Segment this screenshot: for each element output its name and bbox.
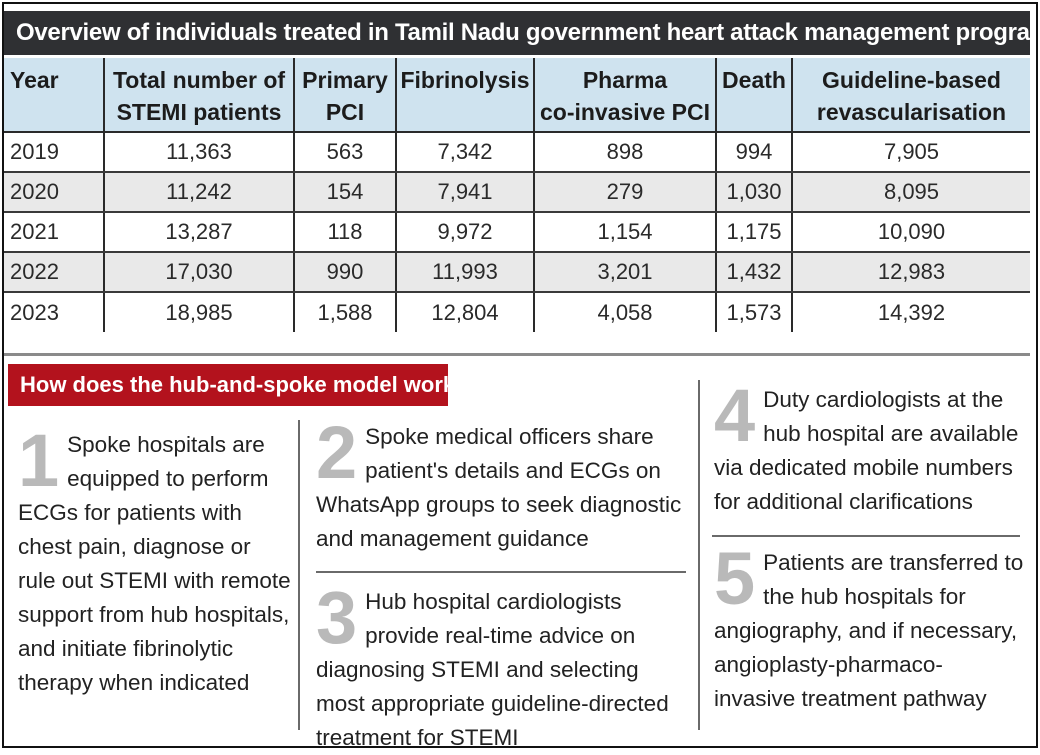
cell-fibrinolysis: 11,993 — [395, 252, 534, 293]
table-row: 2020 11,242 154 7,941 279 1,030 8,095 — [4, 172, 1030, 213]
header-total-stemi: Total number of STEMI patients — [103, 58, 294, 133]
cell-primary-pci: 990 — [293, 252, 396, 293]
cell-revasc: 10,090 — [791, 212, 1030, 253]
cell-pharma-pci: 4,058 — [533, 292, 716, 332]
header-primary-pci: Primary PCI — [293, 58, 396, 133]
cell-revasc: 7,905 — [791, 132, 1030, 173]
step-text: Spoke medical officers share patient's d… — [316, 424, 682, 551]
cell-primary-pci: 118 — [293, 212, 396, 253]
cell-revasc: 8,095 — [791, 172, 1030, 213]
cell-year: 2023 — [10, 299, 59, 325]
cell-total: 18,985 — [103, 292, 294, 332]
header-death: Death — [715, 58, 792, 133]
table-row: 2021 13,287 118 9,972 1,154 1,175 10,090 — [4, 212, 1030, 253]
column-divider — [298, 420, 300, 730]
cell-revasc: 14,392 — [791, 292, 1030, 332]
header-guideline-revasc: Guideline-based revascularisation — [791, 58, 1030, 133]
table-header-row: Year Total number of STEMI patients Prima… — [4, 58, 1030, 133]
step-text: Patients are transferred to the hub hosp… — [714, 550, 1024, 711]
cell-total: 11,242 — [103, 172, 294, 213]
step-4: 4 Duty cardiologists at the hub hospital… — [714, 374, 1024, 519]
column-divider — [698, 380, 700, 730]
cell-pharma-pci: 1,154 — [533, 212, 716, 253]
header-fibrinolysis: Fibrinolysis — [395, 58, 534, 133]
cell-pharma-pci: 3,201 — [533, 252, 716, 293]
cell-year: 2020 — [4, 172, 104, 213]
step-1: 1 Spoke hospitals are equipped to perfor… — [18, 419, 292, 700]
step-number: 2 — [316, 411, 358, 494]
cell-fibrinolysis: 7,941 — [395, 172, 534, 213]
cell-revasc: 12,983 — [791, 252, 1030, 293]
cell-primary-pci: 154 — [293, 172, 396, 213]
table-row: 2023 18,985 1,588 12,804 4,058 1,573 14,… — [4, 292, 1030, 332]
step-text: Duty cardiologists at the hub hospital a… — [714, 387, 1019, 514]
stemi-data-table: Year Total number of STEMI patients Prima… — [4, 58, 1030, 332]
section-divider — [4, 353, 1030, 356]
cell-total: 17,030 — [103, 252, 294, 293]
cell-death: 1,030 — [715, 172, 792, 213]
step-2: 2 Spoke medical officers share patient's… — [316, 411, 688, 556]
cell-death: 994 — [715, 132, 792, 173]
step-5: 5 Patients are transferred to the hub ho… — [714, 537, 1024, 716]
cell-fibrinolysis: 7,342 — [395, 132, 534, 173]
step-text: Hub hospital cardiologists provide real-… — [316, 589, 669, 750]
step-3: 3 Hub hospital cardiologists provide rea… — [316, 576, 688, 755]
step-text: Spoke hospitals are equipped to perform … — [18, 432, 291, 695]
step-divider — [316, 571, 686, 573]
cell-primary-pci: 1,588 — [293, 292, 396, 332]
cell-pharma-pci: 279 — [533, 172, 716, 213]
cell-death: 1,432 — [715, 252, 792, 293]
cell-total: 13,287 — [103, 212, 294, 253]
cell-year: 2022 — [4, 252, 104, 293]
cell-death: 1,175 — [715, 212, 792, 253]
cell-fibrinolysis: 9,972 — [395, 212, 534, 253]
cell-fibrinolysis: 12,804 — [395, 292, 534, 332]
cell-primary-pci: 563 — [293, 132, 396, 173]
cell-year: 2019 — [4, 132, 104, 173]
step-number: 3 — [316, 576, 358, 659]
step-divider — [712, 535, 1020, 537]
step-number: 4 — [714, 374, 756, 457]
infographic-title: Overview of individuals treated in Tamil… — [4, 11, 1030, 55]
cell-death: 1,573 — [715, 292, 792, 332]
hub-spoke-section-title: How does the hub-and-spoke model work? — [8, 364, 469, 406]
header-year: Year — [4, 58, 104, 133]
step-number: 5 — [714, 537, 756, 620]
table-row: 2022 17,030 990 11,993 3,201 1,432 12,98… — [4, 252, 1030, 293]
table-row: 2019 11,363 563 7,342 898 994 7,905 — [4, 132, 1030, 173]
cell-year: 2021 — [4, 212, 104, 253]
header-pharma-coinvasive-pci: Pharma co-invasive PCI — [533, 58, 716, 133]
cell-pharma-pci: 898 — [533, 132, 716, 173]
cell-total: 11,363 — [103, 132, 294, 173]
step-number: 1 — [18, 419, 60, 502]
